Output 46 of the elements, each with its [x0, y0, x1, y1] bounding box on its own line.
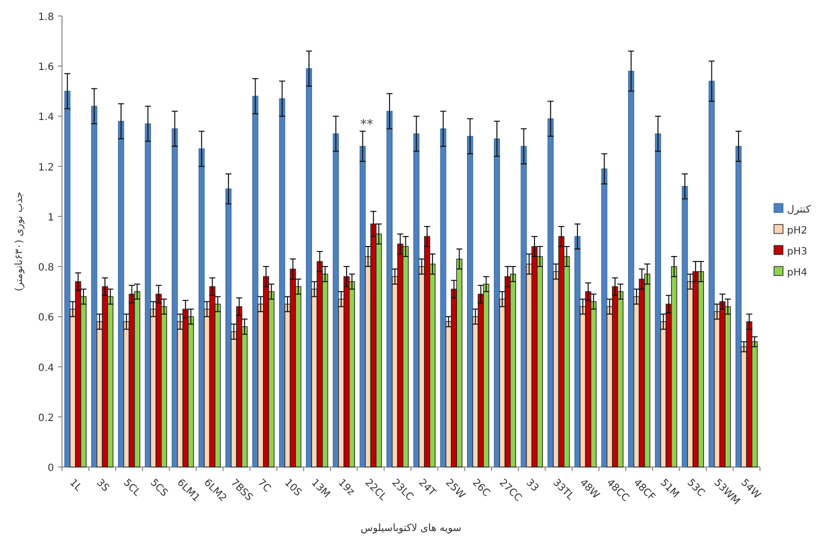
bar	[520, 146, 527, 468]
x-tick-label: 7C	[255, 477, 272, 495]
bar	[574, 236, 580, 468]
y-tick-label: 1.6	[38, 62, 54, 74]
y-tick-label: 0.6	[38, 312, 54, 324]
bar	[440, 128, 446, 468]
y-tick-label: 0.4	[38, 362, 54, 374]
y-tick-label: 0.2	[38, 412, 54, 424]
x-tick-label: 3S	[94, 477, 111, 494]
bar	[306, 68, 312, 468]
bar	[144, 123, 151, 468]
bar	[172, 128, 178, 468]
y-tick-label: 0	[48, 463, 54, 474]
bar	[386, 110, 393, 468]
annotation: **	[360, 117, 374, 132]
bar	[118, 120, 124, 468]
bar	[64, 90, 70, 468]
bar	[198, 148, 205, 468]
x-axis-title: سویه های لاکتوباسیلوس	[360, 523, 462, 534]
bar	[91, 106, 98, 468]
bar	[252, 96, 258, 468]
x-tick-label: 1L	[67, 477, 84, 494]
bar	[467, 136, 474, 468]
bar	[279, 98, 286, 468]
x-tick-label: 19z	[336, 477, 356, 498]
y-tick-label: 1	[48, 212, 54, 224]
bar	[628, 70, 634, 468]
bar	[360, 146, 366, 468]
legend-label: pH2	[787, 226, 808, 236]
y-tick-label: 1.2	[38, 162, 54, 174]
bar	[708, 80, 715, 468]
y-tick-label: 1.8	[38, 12, 54, 23]
x-tick-label: 33	[524, 477, 540, 494]
x-tick-label: 24T	[416, 477, 438, 500]
bar	[654, 133, 662, 468]
y-tick-label: 1.4	[38, 112, 54, 124]
legend-label: pH3	[787, 246, 808, 258]
bar	[735, 146, 742, 468]
x-tick-label: 48W	[577, 477, 602, 502]
bar	[225, 188, 232, 468]
y-tick-label: 0.8	[38, 262, 54, 274]
bar	[548, 118, 554, 468]
x-tick-label: 10S	[282, 477, 304, 499]
y-axis-title: جذب نوری (۶۳۰نانومتر)	[14, 192, 25, 292]
legend-label: کنترل	[787, 204, 811, 216]
legend-label: pH4	[787, 268, 808, 278]
